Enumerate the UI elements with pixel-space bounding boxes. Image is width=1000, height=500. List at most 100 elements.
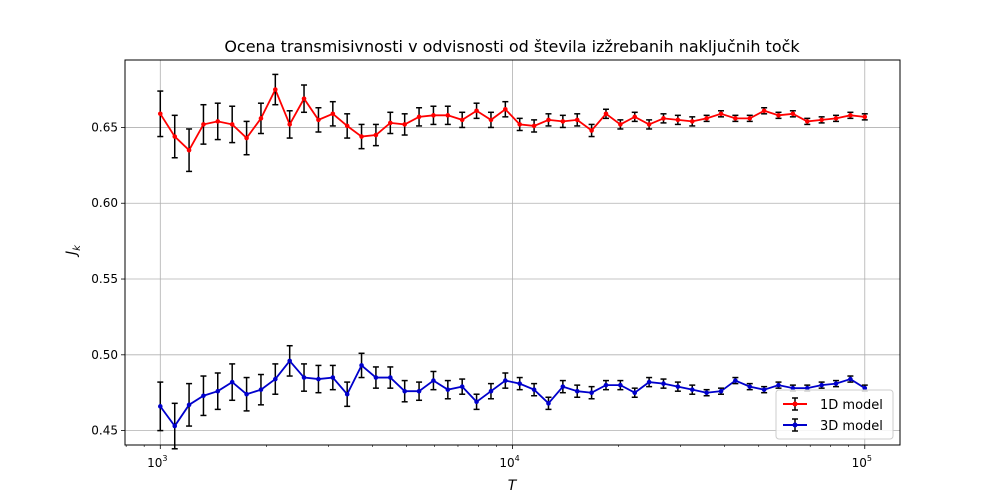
data-point [560, 119, 566, 124]
data-point [459, 117, 465, 123]
data-point [474, 108, 479, 114]
data-point [416, 114, 422, 120]
series-layer [157, 73, 868, 450]
data-point [316, 117, 321, 123]
x-tick-label: 105 [852, 454, 872, 470]
legend-entry-1d: 1D model [783, 397, 883, 413]
grid-layer [125, 60, 900, 445]
data-point [589, 128, 594, 133]
y-tick-label: 0.65 [91, 120, 118, 134]
data-point [201, 393, 206, 399]
data-point [718, 111, 724, 117]
data-point [157, 111, 163, 117]
x-tick-label-base: 10 [147, 456, 162, 470]
data-point [201, 122, 206, 127]
data-point [474, 399, 479, 405]
data-point [603, 382, 609, 388]
x-tick-label-base: 10 [852, 456, 867, 470]
data-point [373, 132, 379, 138]
data-point [848, 376, 853, 382]
data-point [704, 116, 709, 121]
data-point [546, 401, 551, 406]
data-point [689, 119, 695, 124]
y-tick-label: 0.50 [91, 348, 118, 362]
data-point [445, 387, 451, 392]
data-point [733, 116, 738, 121]
series-1d [157, 73, 868, 173]
x-tick-label-exponent: 3 [162, 454, 167, 463]
data-point [603, 111, 609, 117]
data-point [718, 388, 724, 394]
data-point [359, 134, 364, 139]
data-point [244, 391, 249, 397]
y-axis-label: Jk [64, 244, 83, 258]
legend-3d-marker [792, 422, 798, 428]
series-line [159, 87, 865, 152]
data-point [273, 376, 278, 382]
data-point [503, 106, 508, 112]
x-axis-label: T [508, 478, 518, 494]
data-point [776, 382, 781, 388]
data-point [344, 391, 350, 397]
data-point [330, 375, 336, 380]
data-point [704, 390, 709, 396]
x-tick-label: 104 [499, 454, 519, 470]
data-point [804, 119, 810, 124]
series-line [159, 359, 866, 428]
data-point [215, 119, 221, 124]
data-point [215, 388, 221, 394]
data-point [287, 122, 292, 127]
data-point [373, 375, 379, 380]
data-point [689, 387, 695, 392]
legend: 1D model 3D model [775, 389, 894, 440]
data-point [747, 116, 753, 121]
data-point [675, 117, 681, 123]
data-point [618, 382, 623, 388]
x-tick-label-exponent: 5 [867, 454, 872, 463]
data-point [546, 117, 551, 123]
data-point [273, 87, 278, 92]
data-point [431, 113, 436, 118]
data-point [560, 384, 566, 389]
data-point [330, 111, 336, 117]
data-point [646, 122, 652, 127]
data-point [186, 402, 192, 408]
data-point [675, 384, 681, 389]
legend-3d-label: 3D model [820, 419, 883, 434]
data-point [301, 96, 307, 101]
data-point [776, 113, 781, 118]
data-point [833, 381, 839, 386]
data-point [632, 390, 638, 396]
y-tick-label: 0.60 [91, 196, 118, 210]
series-3d [157, 344, 868, 450]
data-point [416, 388, 422, 394]
data-point [819, 117, 824, 123]
data-point [488, 388, 494, 394]
data-point [661, 381, 666, 386]
data-point [229, 379, 235, 385]
data-point [761, 108, 767, 114]
data-point [186, 147, 192, 153]
legend-1d-marker [792, 401, 798, 407]
legend-frame [775, 389, 894, 440]
data-point [388, 120, 393, 126]
data-point [287, 358, 292, 364]
data-point [618, 122, 623, 127]
data-point [388, 375, 393, 380]
data-point [258, 116, 264, 121]
data-point [790, 385, 796, 391]
data-point [229, 122, 235, 127]
data-point [862, 114, 868, 120]
data-point [531, 123, 537, 129]
data-point [402, 388, 407, 394]
data-point [804, 385, 810, 391]
data-point [747, 384, 753, 389]
data-point [172, 134, 178, 139]
data-point [761, 387, 767, 392]
legend-1d-label: 1D model [820, 398, 883, 413]
data-point [646, 379, 652, 385]
data-point [733, 378, 738, 383]
data-point [517, 381, 523, 386]
